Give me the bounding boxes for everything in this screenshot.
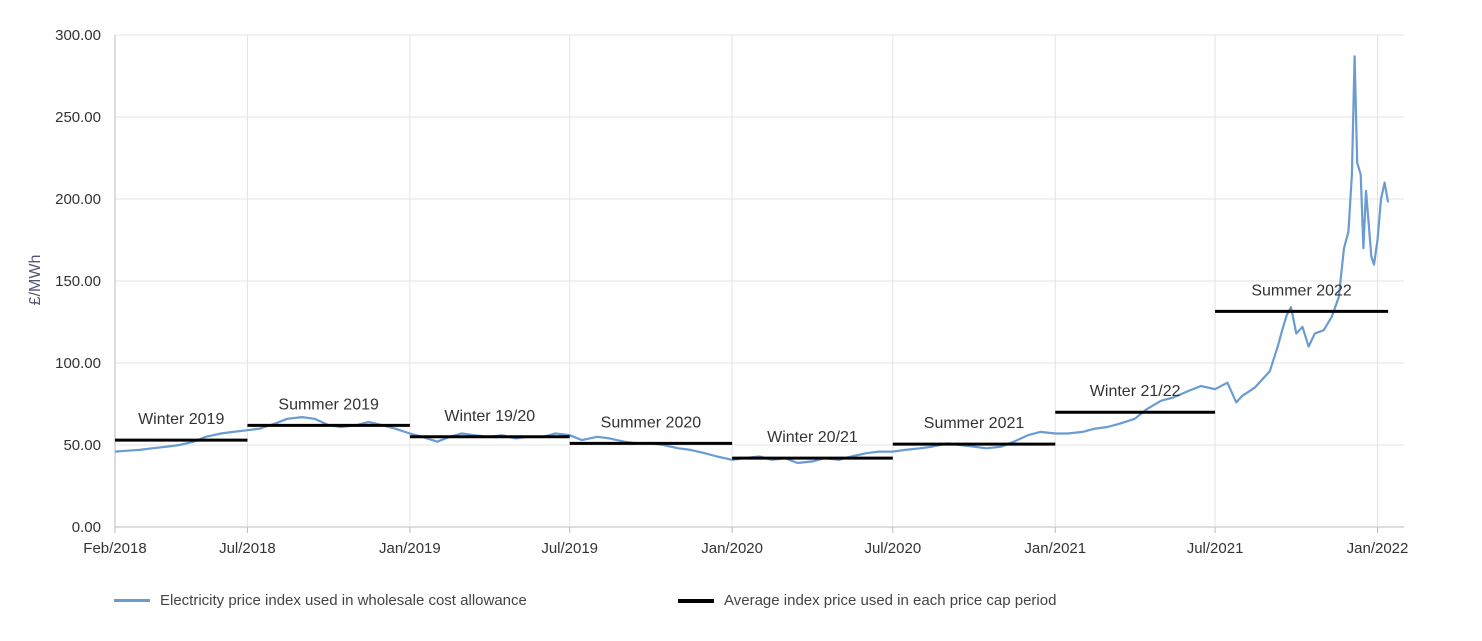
x-tick-label: Jan/2021 [1024,540,1086,557]
axes: 0.00 50.00 100.00 150.00 200.00 250.00 300.00 F… [55,27,1408,557]
period-label: Winter 2019 [138,411,224,428]
y-tick-label: 0.00 [72,519,101,536]
series-line-index [114,55,1390,465]
legend-swatch-average [678,598,714,603]
period-averages [115,309,1389,460]
x-tick-label: Jul/2019 [541,540,598,557]
period-label: Summer 2020 [601,414,702,431]
legend-swatch-index [114,599,150,602]
y-tick-label: 50.00 [63,437,101,454]
x-tick-label: Jan/2020 [701,540,763,557]
x-tick-label: Feb/2018 [83,540,146,557]
legend-item-index: Electricity price index used in wholesal… [114,592,527,609]
legend-item-average: Average index price used in each price c… [678,592,1056,609]
y-tick-label: 100.00 [55,355,101,372]
period-label: Summer 2019 [278,396,379,413]
y-axis-label: £/MWh [27,255,44,306]
y-tick-label: 300.00 [55,27,101,44]
y-tick-label: 250.00 [55,109,101,126]
period-label: Winter 19/20 [444,408,535,425]
x-tick-label: Jul/2018 [219,540,276,557]
legend: Electricity price index used in wholesal… [110,592,1210,618]
series [114,55,1390,465]
grid [114,34,1404,528]
period-label: Summer 2022 [1251,282,1352,299]
x-tick-label: Jan/2019 [379,540,441,557]
period-label: Winter 21/22 [1090,383,1181,400]
period-labels: Winter 2019 Summer 2019 Winter 19/20 Summer… [138,282,1352,446]
legend-label-average: Average index price used in each price c… [724,592,1057,609]
legend-label-index: Electricity price index used in wholesal… [160,592,527,609]
y-tick-label: 150.00 [55,273,101,290]
x-tick-label: Jul/2020 [864,540,921,557]
x-tick-label: Jan/2022 [1347,540,1409,557]
period-label: Winter 20/21 [767,429,858,446]
y-tick-label: 200.00 [55,191,101,208]
period-label: Summer 2021 [924,415,1025,432]
x-tick-label: Jul/2021 [1187,540,1244,557]
